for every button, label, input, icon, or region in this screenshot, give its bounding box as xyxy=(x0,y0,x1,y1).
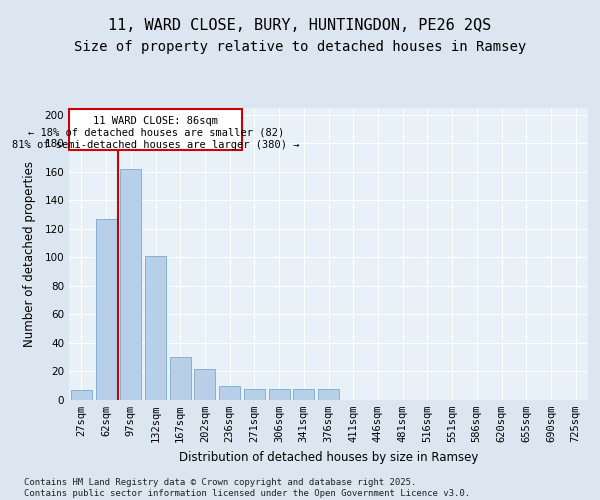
Bar xyxy=(194,368,215,400)
Bar xyxy=(170,357,191,400)
Y-axis label: Number of detached properties: Number of detached properties xyxy=(23,161,36,347)
Bar xyxy=(219,386,240,400)
Text: 11, WARD CLOSE, BURY, HUNTINGDON, PE26 2QS: 11, WARD CLOSE, BURY, HUNTINGDON, PE26 2… xyxy=(109,18,491,32)
Text: ← 18% of detached houses are smaller (82): ← 18% of detached houses are smaller (82… xyxy=(28,128,284,138)
Bar xyxy=(244,388,265,400)
Bar xyxy=(318,388,339,400)
Text: 81% of semi-detached houses are larger (380) →: 81% of semi-detached houses are larger (… xyxy=(12,140,300,150)
Bar xyxy=(145,256,166,400)
Bar xyxy=(95,219,116,400)
X-axis label: Distribution of detached houses by size in Ramsey: Distribution of detached houses by size … xyxy=(179,450,478,464)
FancyBboxPatch shape xyxy=(70,109,242,150)
Text: 11 WARD CLOSE: 86sqm: 11 WARD CLOSE: 86sqm xyxy=(94,116,218,126)
Bar xyxy=(120,169,141,400)
Bar xyxy=(269,388,290,400)
Text: Size of property relative to detached houses in Ramsey: Size of property relative to detached ho… xyxy=(74,40,526,54)
Bar xyxy=(293,388,314,400)
Text: Contains HM Land Registry data © Crown copyright and database right 2025.
Contai: Contains HM Land Registry data © Crown c… xyxy=(24,478,470,498)
Bar xyxy=(71,390,92,400)
